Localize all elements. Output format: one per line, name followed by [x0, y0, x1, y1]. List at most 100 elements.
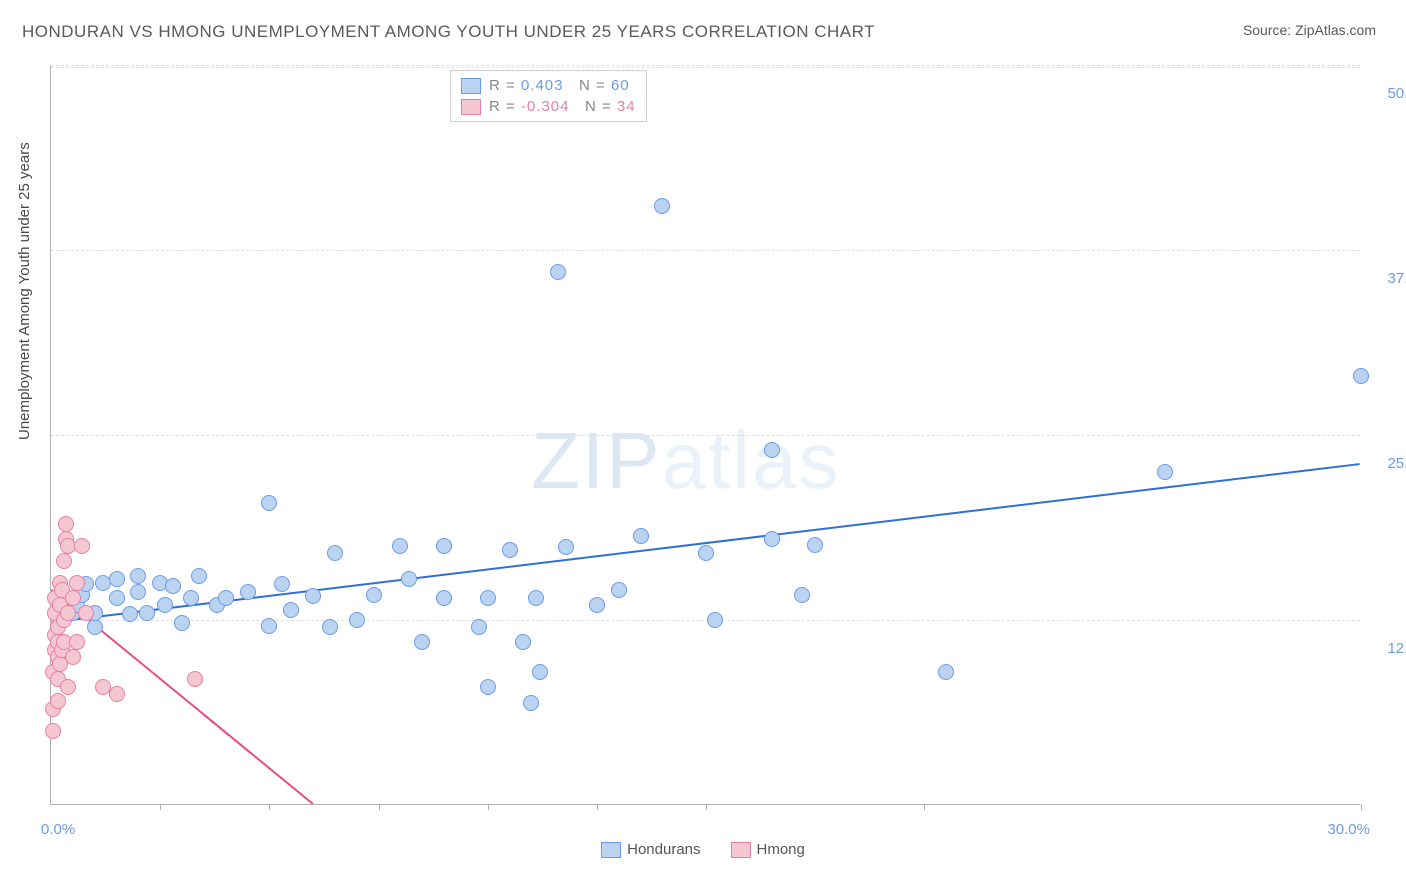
data-point: [56, 553, 72, 569]
data-point: [414, 634, 430, 650]
data-point: [74, 538, 90, 554]
watermark-thin: atlas: [661, 416, 840, 505]
x-tick: [160, 804, 161, 810]
data-point: [523, 695, 539, 711]
grid-line: [51, 250, 1360, 251]
data-point: [78, 605, 94, 621]
data-point: [274, 576, 290, 592]
data-point: [183, 590, 199, 606]
data-point: [327, 545, 343, 561]
data-point: [589, 597, 605, 613]
data-point: [130, 584, 146, 600]
x-tick: [1361, 804, 1362, 810]
legend-swatch: [731, 842, 751, 858]
data-point: [392, 538, 408, 554]
data-point: [1157, 464, 1173, 480]
data-point: [764, 531, 780, 547]
x-tick: [706, 804, 707, 810]
stat-text: R = 0.403 N = 60: [489, 77, 630, 94]
data-point: [261, 495, 277, 511]
data-point: [122, 606, 138, 622]
data-point: [807, 537, 823, 553]
stat-row: R = 0.403 N = 60: [461, 75, 636, 96]
data-point: [366, 587, 382, 603]
data-point: [165, 578, 181, 594]
data-point: [502, 542, 518, 558]
data-point: [480, 590, 496, 606]
data-point: [109, 571, 125, 587]
grid-line: [51, 67, 1360, 68]
x-tick: [269, 804, 270, 810]
data-point: [174, 615, 190, 631]
correlation-legend: R = 0.403 N = 60 R = -0.304 N = 34: [450, 70, 647, 122]
x-tick: [488, 804, 489, 810]
chart-title: HONDURAN VS HMONG UNEMPLOYMENT AMONG YOU…: [22, 22, 875, 42]
data-point: [794, 587, 810, 603]
x-max-label: 30.0%: [1327, 821, 1370, 838]
data-point: [550, 264, 566, 280]
data-point: [65, 590, 81, 606]
data-point: [654, 198, 670, 214]
x-tick: [924, 804, 925, 810]
data-point: [109, 590, 125, 606]
trend-line-dashed: [204, 715, 313, 804]
legend-swatch: [461, 78, 481, 94]
data-point: [187, 671, 203, 687]
data-point: [611, 582, 627, 598]
source-prefix: Source:: [1243, 22, 1295, 38]
stat-text: R = -0.304 N = 34: [489, 98, 636, 115]
data-point: [305, 588, 321, 604]
grid-line: [51, 620, 1360, 621]
y-tick-label: 37.5%: [1370, 270, 1406, 287]
data-point: [58, 516, 74, 532]
data-point: [764, 442, 780, 458]
data-point: [1353, 368, 1369, 384]
stat-row: R = -0.304 N = 34: [461, 96, 636, 117]
legend-swatch: [461, 99, 481, 115]
data-point: [69, 575, 85, 591]
data-point: [65, 649, 81, 665]
data-point: [240, 584, 256, 600]
data-point: [532, 664, 548, 680]
scatter-plot: ZIPatlas 12.5%25.0%37.5%50.0%0.0%30.0%: [50, 65, 1360, 805]
data-point: [60, 679, 76, 695]
data-point: [436, 538, 452, 554]
data-point: [436, 590, 452, 606]
data-point: [191, 568, 207, 584]
grid-line: [51, 65, 1360, 66]
data-point: [349, 612, 365, 628]
data-point: [157, 597, 173, 613]
y-tick-label: 12.5%: [1370, 640, 1406, 657]
data-point: [707, 612, 723, 628]
data-point: [218, 590, 234, 606]
x-origin-label: 0.0%: [41, 821, 75, 838]
x-tick: [597, 804, 598, 810]
source-credit: Source: ZipAtlas.com: [1243, 22, 1376, 38]
y-axis-title: Unemployment Among Youth under 25 years: [16, 142, 33, 440]
data-point: [938, 664, 954, 680]
data-point: [109, 686, 125, 702]
data-point: [322, 619, 338, 635]
grid-line: [51, 435, 1360, 436]
data-point: [60, 605, 76, 621]
data-point: [515, 634, 531, 650]
data-point: [69, 634, 85, 650]
data-point: [261, 618, 277, 634]
legend-item: Hondurans: [601, 841, 700, 858]
data-point: [139, 605, 155, 621]
data-point: [633, 528, 649, 544]
source-link[interactable]: ZipAtlas.com: [1295, 22, 1376, 38]
legend-swatch: [601, 842, 621, 858]
data-point: [87, 619, 103, 635]
y-tick-label: 50.0%: [1370, 85, 1406, 102]
data-point: [50, 693, 66, 709]
data-point: [698, 545, 714, 561]
data-point: [130, 568, 146, 584]
legend-item: Hmong: [731, 841, 805, 858]
x-tick: [379, 804, 380, 810]
watermark: ZIPatlas: [531, 415, 840, 507]
data-point: [471, 619, 487, 635]
data-point: [283, 602, 299, 618]
data-point: [558, 539, 574, 555]
data-point: [480, 679, 496, 695]
